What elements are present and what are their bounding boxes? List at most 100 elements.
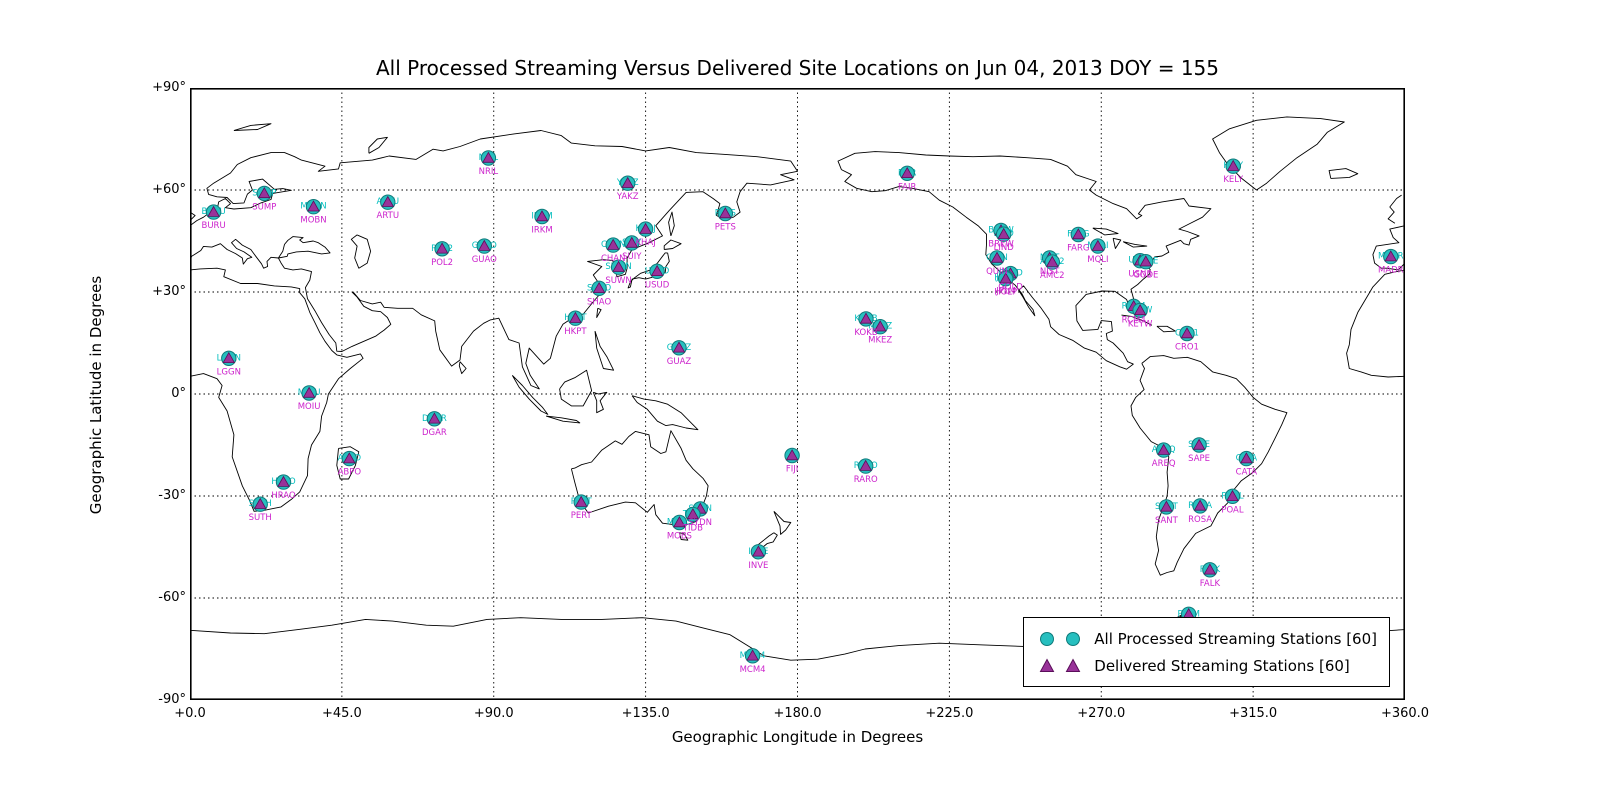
station-marker bbox=[1132, 302, 1148, 319]
station-label-magenta: CRO1 bbox=[1175, 343, 1199, 353]
station-marker bbox=[1090, 238, 1106, 254]
station-marker bbox=[567, 310, 584, 326]
station-label-magenta: CHAN bbox=[601, 254, 626, 264]
station-marker bbox=[205, 204, 222, 220]
station-marker bbox=[1192, 498, 1208, 514]
station-marker bbox=[605, 237, 621, 253]
station-label-magenta: QUIN bbox=[986, 267, 1008, 277]
station-label-magenta: JPLM bbox=[995, 287, 1016, 297]
station-marker bbox=[380, 194, 396, 210]
station-label-magenta: IRKM bbox=[531, 226, 552, 236]
station-marker bbox=[426, 411, 443, 427]
station-marker bbox=[998, 271, 1014, 287]
station-marker bbox=[573, 494, 589, 510]
station-marker bbox=[341, 450, 358, 467]
station-label-magenta: DGAR bbox=[422, 428, 447, 438]
station-label-magenta: PERT bbox=[571, 511, 593, 521]
station-marker bbox=[591, 280, 607, 297]
y-tick-label: +90° bbox=[152, 80, 186, 95]
station-label-magenta: GOLD bbox=[998, 283, 1023, 293]
station-label-magenta: USUD bbox=[645, 280, 670, 290]
station-marker bbox=[1224, 488, 1241, 504]
station-label-magenta: KOKB bbox=[854, 328, 877, 338]
station-label-magenta: FAIR bbox=[898, 182, 916, 192]
station-marker bbox=[1179, 325, 1195, 342]
station-label-magenta: SHAO bbox=[587, 297, 611, 307]
station-marker bbox=[620, 175, 636, 191]
station-label-magenta: NIST bbox=[1040, 267, 1060, 277]
station-label-magenta: YAKZ bbox=[616, 192, 639, 202]
plot-area: BURU SUMP MOBN ARTU NRIL POL2 GUAO IRKM YAKZ PETS… bbox=[190, 88, 1405, 700]
y-tick-label: -30° bbox=[158, 488, 186, 503]
station-label-magenta: GUAO bbox=[472, 255, 497, 265]
station-marker bbox=[671, 514, 688, 531]
station-marker bbox=[872, 319, 888, 335]
x-tick-label: +45.0 bbox=[321, 706, 362, 721]
station-marker bbox=[1158, 499, 1175, 515]
station-marker bbox=[275, 474, 292, 490]
station-label-magenta: POAL bbox=[1221, 505, 1243, 515]
station-marker bbox=[1191, 437, 1207, 453]
station-label-magenta: KELY bbox=[1223, 175, 1244, 185]
station-marker bbox=[1238, 450, 1255, 467]
gridlines bbox=[190, 88, 1405, 700]
y-tick-label: +60° bbox=[152, 182, 186, 197]
station-marker bbox=[476, 238, 492, 254]
station-marker bbox=[1070, 226, 1086, 243]
station-label-magenta: TIDB bbox=[682, 523, 703, 533]
station-label-magenta: MKEZ bbox=[868, 336, 892, 346]
station-marker bbox=[1138, 254, 1154, 270]
station-label-magenta: ARTU bbox=[377, 211, 400, 221]
station-label-magenta: MOBN bbox=[300, 216, 326, 226]
station-label-magenta: MOBS bbox=[667, 532, 692, 542]
station-marker bbox=[899, 165, 915, 182]
station-marker bbox=[434, 241, 450, 257]
station-label-magenta: NRIL bbox=[479, 167, 499, 177]
x-tick-label: +180.0 bbox=[773, 706, 822, 721]
station-marker bbox=[637, 221, 654, 237]
x-axis-label: Geographic Longitude in Degrees bbox=[671, 728, 924, 746]
station-marker bbox=[671, 340, 687, 356]
station-label-magenta: AMC2 bbox=[1040, 271, 1065, 281]
station-marker bbox=[256, 185, 273, 202]
station-marker bbox=[1044, 254, 1060, 270]
y-tick-label: +30° bbox=[152, 284, 186, 299]
legend-circle-markers bbox=[1034, 630, 1086, 648]
circle-marker-icon bbox=[1040, 631, 1055, 646]
station-label-magenta: RCM4 bbox=[1122, 315, 1146, 325]
station-label-magenta: SYDN bbox=[689, 518, 713, 528]
station-label-magenta: KEYW bbox=[1128, 319, 1153, 329]
station-marker bbox=[221, 350, 237, 366]
x-tick-label: +225.0 bbox=[925, 706, 974, 721]
station-labels-bottom: BURU SUMP MOBN ARTU NRIL POL2 GUAO IRKM YAKZ PETS… bbox=[202, 167, 1404, 675]
station-label-magenta: SUTH bbox=[249, 513, 272, 523]
station-marker bbox=[717, 205, 733, 222]
station-label-magenta: FIJI bbox=[786, 465, 798, 475]
map-plot: BURU SUMP MOBN ARTU NRIL POL2 GUAO IRKM YAKZ PETS… bbox=[190, 88, 1405, 700]
x-tick-label: +90.0 bbox=[473, 706, 514, 721]
station-marker bbox=[858, 311, 874, 327]
station-label-magenta: GUAZ bbox=[667, 357, 692, 367]
station-marker bbox=[685, 506, 701, 523]
station-marker bbox=[858, 458, 874, 474]
station-marker bbox=[989, 250, 1005, 266]
station-label-magenta: BURU bbox=[202, 221, 226, 231]
station-label-magenta: AREQ bbox=[1152, 459, 1176, 469]
station-marker bbox=[301, 385, 317, 401]
station-marker bbox=[1202, 562, 1218, 578]
y-tick-label: -60° bbox=[158, 590, 186, 605]
station-label-magenta: USN3 bbox=[1128, 270, 1151, 280]
station-marker bbox=[649, 263, 665, 280]
station-label-magenta: SUIY bbox=[622, 252, 642, 262]
station-marker bbox=[744, 648, 761, 664]
legend-label-processed: All Processed Streaming Stations [60] bbox=[1094, 629, 1377, 648]
station-marker bbox=[1383, 248, 1399, 265]
x-tick-label: +0.0 bbox=[174, 706, 206, 721]
station-marker bbox=[480, 150, 497, 166]
station-label-magenta: MOIU bbox=[298, 402, 321, 412]
station-labels-top: BURU SUMP MOBN ARTU NRIL POL2 GUAO IRKM YAKZ PETS… bbox=[202, 153, 1404, 661]
station-label-magenta: LGGN bbox=[217, 367, 241, 377]
station-label-magenta: HKPT bbox=[564, 327, 587, 337]
station-label-magenta: SUMP bbox=[252, 202, 276, 212]
